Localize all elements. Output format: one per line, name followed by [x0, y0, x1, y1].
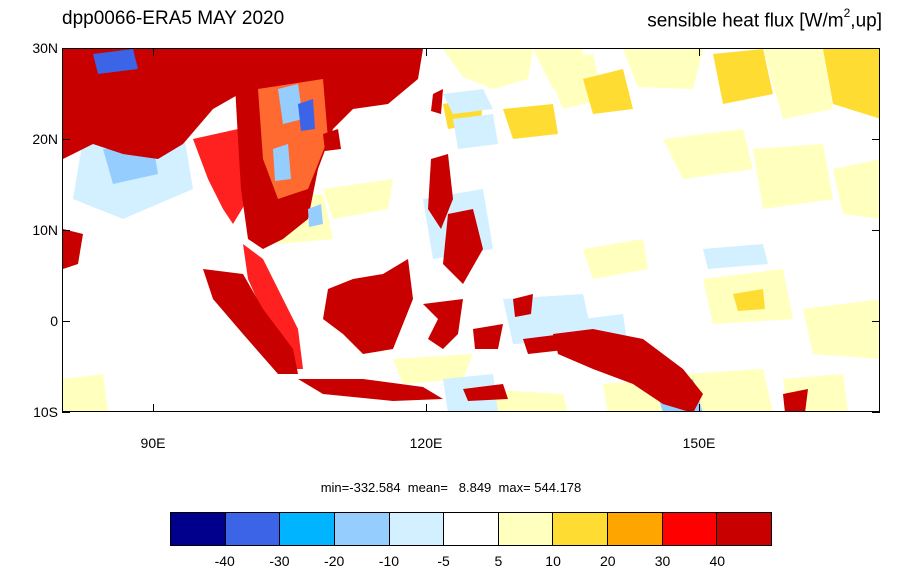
title-right-suffix: ,up]: [850, 10, 882, 32]
colorbar-label: -10: [378, 553, 400, 569]
map-field: [63, 49, 879, 411]
plot-title-right: sensible heat flux [W/m2,up]: [647, 6, 882, 32]
map-panel: [62, 48, 880, 412]
lat-ticks: [62, 48, 880, 413]
colorbar-cell: [717, 513, 772, 545]
colorbar-cell: [662, 513, 718, 545]
lat-label-0: 0: [50, 313, 58, 329]
colorbar-label: -5: [437, 553, 450, 569]
colorbar-cell: [444, 513, 499, 545]
colorbar-cell: [553, 513, 609, 545]
lat-label-30n: 30N: [32, 40, 58, 56]
lon-ticks: [153, 48, 700, 412]
colorbar-label: -40: [214, 553, 235, 569]
colorbar-label: 30: [654, 553, 671, 569]
colorbar-label: 20: [600, 553, 616, 569]
colorbar-label: -30: [269, 553, 290, 569]
colorbar-cell: [225, 513, 281, 545]
lat-label-10n: 10N: [32, 222, 58, 238]
colorbar-cell: [389, 513, 445, 545]
stats-readout: min=-332.584 mean= 8.849 max= 544.178: [320, 480, 582, 495]
colorbar-cell: [280, 513, 335, 545]
colorbar: [170, 512, 772, 546]
colorbar-label: -20: [324, 553, 345, 569]
colorbar-label: 40: [709, 553, 726, 569]
title-right-superscript: 2: [843, 6, 851, 20]
lat-label-20n: 20N: [32, 131, 58, 147]
colorbar-label: 5: [494, 553, 503, 569]
colorbar-cell: [334, 513, 390, 545]
lon-label-150e: 150E: [682, 435, 716, 451]
colorbar-label: 10: [545, 553, 561, 569]
colorbar-cell: [171, 513, 226, 545]
lat-label-10s: 10S: [33, 404, 58, 420]
colorbar-cell: [498, 513, 554, 545]
lon-label-90e: 90E: [140, 435, 166, 451]
plot-title-left: dpp0066-ERA5 MAY 2020: [62, 8, 285, 29]
land-blue-spots: [93, 49, 323, 227]
colorbar-cell: [608, 513, 663, 545]
title-right-prefix: sensible heat flux [W/m: [647, 10, 844, 32]
lon-label-120e: 120E: [409, 435, 443, 451]
